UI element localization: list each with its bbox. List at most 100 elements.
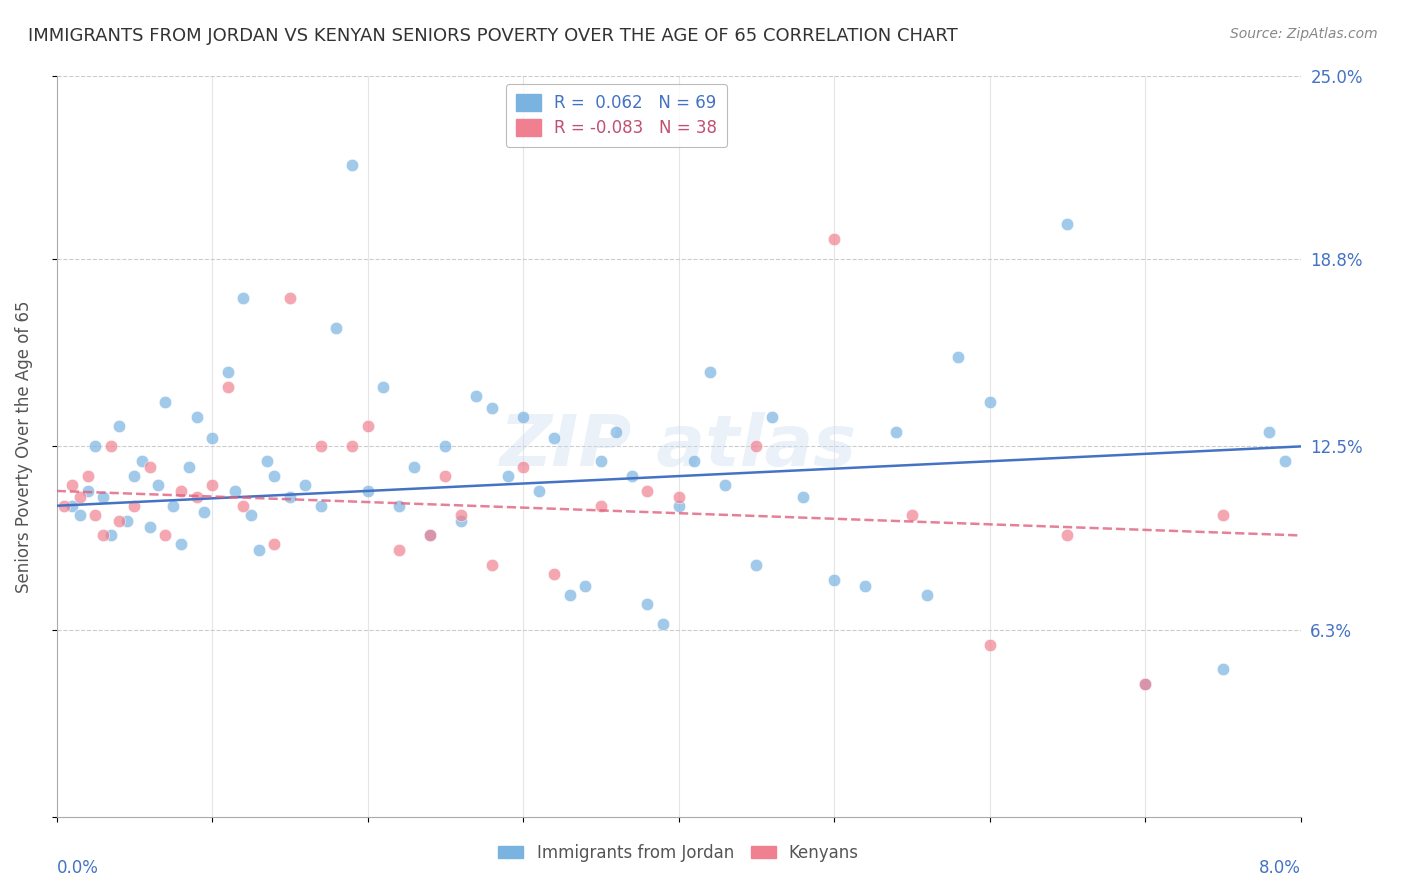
Point [792,490,814,504]
Point [356,418,378,433]
Point [979,638,1001,652]
Point [481,558,503,573]
Point [100,528,122,542]
Point [224,483,246,498]
Point [823,573,845,587]
Point [917,588,939,602]
Point [340,157,363,171]
Point [263,469,285,483]
Point [434,469,457,483]
Point [589,454,612,468]
Point [714,478,737,492]
Point [84,508,107,522]
Point [450,514,472,528]
Point [512,460,534,475]
Point [76,469,98,483]
Point [69,490,91,504]
Text: 8.0%: 8.0% [1258,859,1301,877]
Point [263,537,285,551]
Point [186,409,208,424]
Point [294,478,316,492]
Point [496,469,519,483]
Point [108,418,131,433]
Point [388,499,411,513]
Point [373,380,395,394]
Point [683,454,706,468]
Point [155,528,177,542]
Point [201,430,224,444]
Point [419,528,441,542]
Point [91,490,114,504]
Point [465,389,488,403]
Point [884,425,907,439]
Point [356,483,378,498]
Point [139,519,162,533]
Point [232,291,254,305]
Point [450,508,472,522]
Point [217,380,239,394]
Point [170,537,193,551]
Point [652,617,675,632]
Point [53,499,76,513]
Point [162,499,184,513]
Point [247,543,270,558]
Text: 0.0%: 0.0% [56,859,98,877]
Point [419,528,441,542]
Point [325,320,347,334]
Point [124,469,146,483]
Point [745,439,768,453]
Point [76,483,98,498]
Point [193,505,215,519]
Point [388,543,411,558]
Point [240,508,263,522]
Point [823,232,845,246]
Point [108,514,131,528]
Point [434,439,457,453]
Point [232,499,254,513]
Point [1212,662,1234,676]
Point [155,395,177,409]
Point [574,579,596,593]
Point [91,528,114,542]
Point [620,469,643,483]
Point [124,499,146,513]
Point [1056,528,1078,542]
Point [201,478,224,492]
Point [668,499,690,513]
Point [1133,677,1156,691]
Point [1056,217,1078,231]
Point [637,483,659,498]
Point [589,499,612,513]
Point [100,439,122,453]
Text: ZIP atlas: ZIP atlas [501,412,858,481]
Point [1133,677,1156,691]
Point [637,597,659,611]
Point [745,558,768,573]
Point [527,483,550,498]
Point [177,460,200,475]
Point [69,508,91,522]
Point [309,439,332,453]
Point [558,588,581,602]
Point [901,508,924,522]
Point [543,567,565,582]
Point [853,579,876,593]
Point [979,395,1001,409]
Point [1258,425,1281,439]
Point [115,514,138,528]
Point [278,291,301,305]
Point [146,478,169,492]
Point [761,409,783,424]
Point [186,490,208,504]
Point [340,439,363,453]
Point [131,454,153,468]
Point [278,490,301,504]
Point [217,365,239,379]
Point [84,439,107,453]
Point [948,351,970,365]
Point [170,483,193,498]
Y-axis label: Seniors Poverty Over the Age of 65: Seniors Poverty Over the Age of 65 [15,301,32,592]
Point [256,454,278,468]
Point [668,490,690,504]
Point [481,401,503,415]
